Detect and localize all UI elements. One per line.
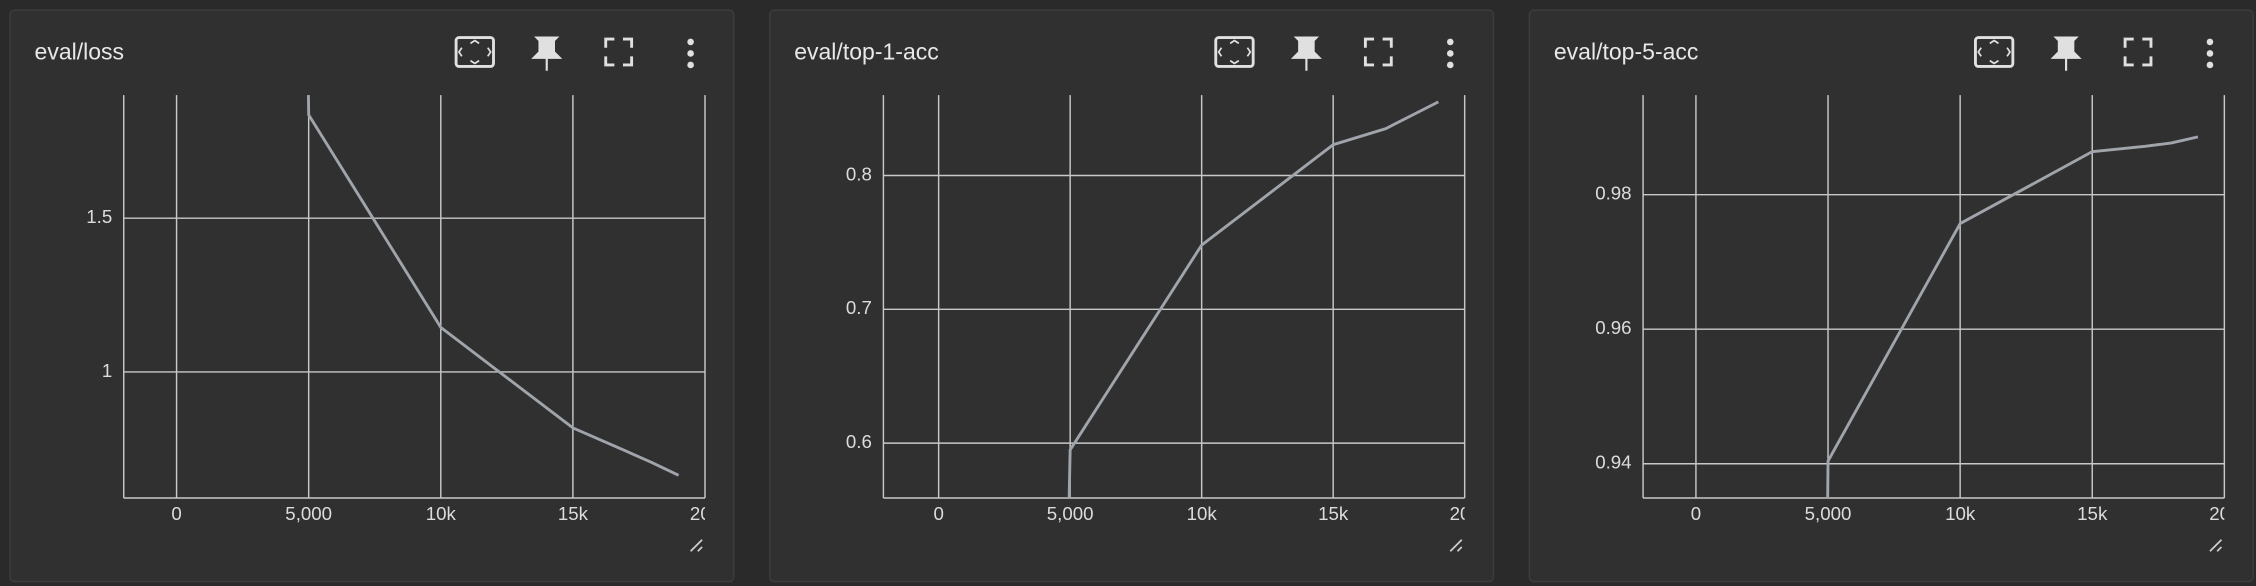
more-menu-button[interactable]	[1446, 38, 1454, 69]
x-tick-label: 5,000	[1805, 503, 1852, 524]
x-tick-label: 10k	[1945, 503, 1976, 524]
more-menu-button[interactable]	[2206, 38, 2214, 69]
x-tick-label: 15k	[2077, 503, 2108, 524]
x-tick-label: 15k	[1318, 503, 1349, 524]
y-tick-label: 0.94	[1595, 452, 1631, 473]
icon	[1217, 39, 1252, 65]
chart-title: eval/top-5-acc	[1554, 39, 1699, 65]
icon	[2206, 38, 2214, 46]
data-line	[1826, 135, 2199, 499]
chart-card: eval/loss 1 1.5 0 5,000 10k 15k 20k	[9, 9, 735, 583]
y-tick-label: 0.6	[846, 431, 872, 452]
chart-title: eval/top-1-acc	[794, 39, 939, 65]
resize-handle	[690, 539, 703, 552]
icon	[454, 36, 495, 68]
fullscreen-button[interactable]	[2123, 37, 2153, 67]
icon	[687, 38, 694, 46]
x-tick-label: 10k	[1187, 503, 1218, 524]
icon	[457, 39, 492, 65]
more-menu-button[interactable]	[687, 38, 694, 69]
grid	[1643, 95, 2226, 499]
fit-domain-button[interactable]	[1214, 36, 1255, 68]
x-tick-label: 20k	[2209, 503, 2240, 524]
x-tick-label: 0	[1691, 503, 1701, 524]
card-background	[769, 9, 1495, 583]
pin-button[interactable]	[531, 36, 563, 71]
icon	[687, 61, 694, 69]
icon	[2206, 50, 2214, 57]
pin-button[interactable]	[2050, 36, 2082, 71]
y-tick-label: 0.7	[846, 297, 872, 318]
icon	[687, 50, 694, 57]
chart-title: eval/loss	[35, 39, 125, 65]
y-tick-label: 1	[102, 360, 112, 381]
icon	[1446, 38, 1454, 46]
icon	[2206, 61, 2214, 69]
x-tick-label: 15k	[558, 503, 589, 524]
x-tick-label: 20k	[690, 503, 721, 524]
grid	[123, 95, 706, 499]
fullscreen-button[interactable]	[1363, 37, 1393, 67]
chart-card: eval/top-1-acc 0.6 0.7 0.8 0 5,000 10k 15k 20k	[769, 9, 1495, 583]
fit-domain-button[interactable]	[1974, 36, 2015, 68]
icon	[1977, 39, 2012, 65]
x-tick-label: 10k	[426, 503, 457, 524]
card-background	[1528, 9, 2254, 583]
y-tick-label: 0.96	[1595, 317, 1631, 338]
card-background	[9, 9, 735, 583]
x-tick-label: 5,000	[1047, 503, 1094, 524]
y-tick-label: 0.98	[1595, 183, 1631, 204]
toolbar	[1974, 36, 2214, 71]
y-tick-label: 1.5	[86, 206, 112, 227]
toolbar	[1214, 36, 1454, 71]
data-line	[306, 95, 680, 477]
x-tick-label: 20k	[1450, 503, 1481, 524]
grid	[883, 95, 1466, 499]
pin-button[interactable]	[1290, 36, 1322, 71]
x-tick-label: 0	[171, 503, 181, 524]
icon	[1446, 61, 1454, 69]
icon	[2050, 36, 2082, 71]
chart-card: eval/top-5-acc 0.94 0.96 0.98 0 5,000 10k 15k 20…	[1528, 9, 2254, 583]
x-tick-label: 5,000	[285, 503, 332, 524]
resize-handle	[1449, 539, 1463, 552]
icon	[1363, 37, 1393, 67]
resize-handle	[2209, 539, 2223, 552]
icon	[531, 36, 563, 71]
fullscreen-button[interactable]	[604, 37, 634, 67]
icon	[1974, 36, 2015, 68]
y-tick-label: 0.8	[846, 163, 872, 184]
icon	[604, 37, 634, 67]
icon	[1290, 36, 1322, 71]
toolbar	[454, 36, 694, 71]
data-line	[1067, 100, 1440, 499]
x-tick-label: 0	[933, 503, 943, 524]
fit-domain-button[interactable]	[454, 36, 495, 68]
icon	[1446, 50, 1454, 57]
icon	[1214, 36, 1255, 68]
icon	[2123, 37, 2153, 67]
